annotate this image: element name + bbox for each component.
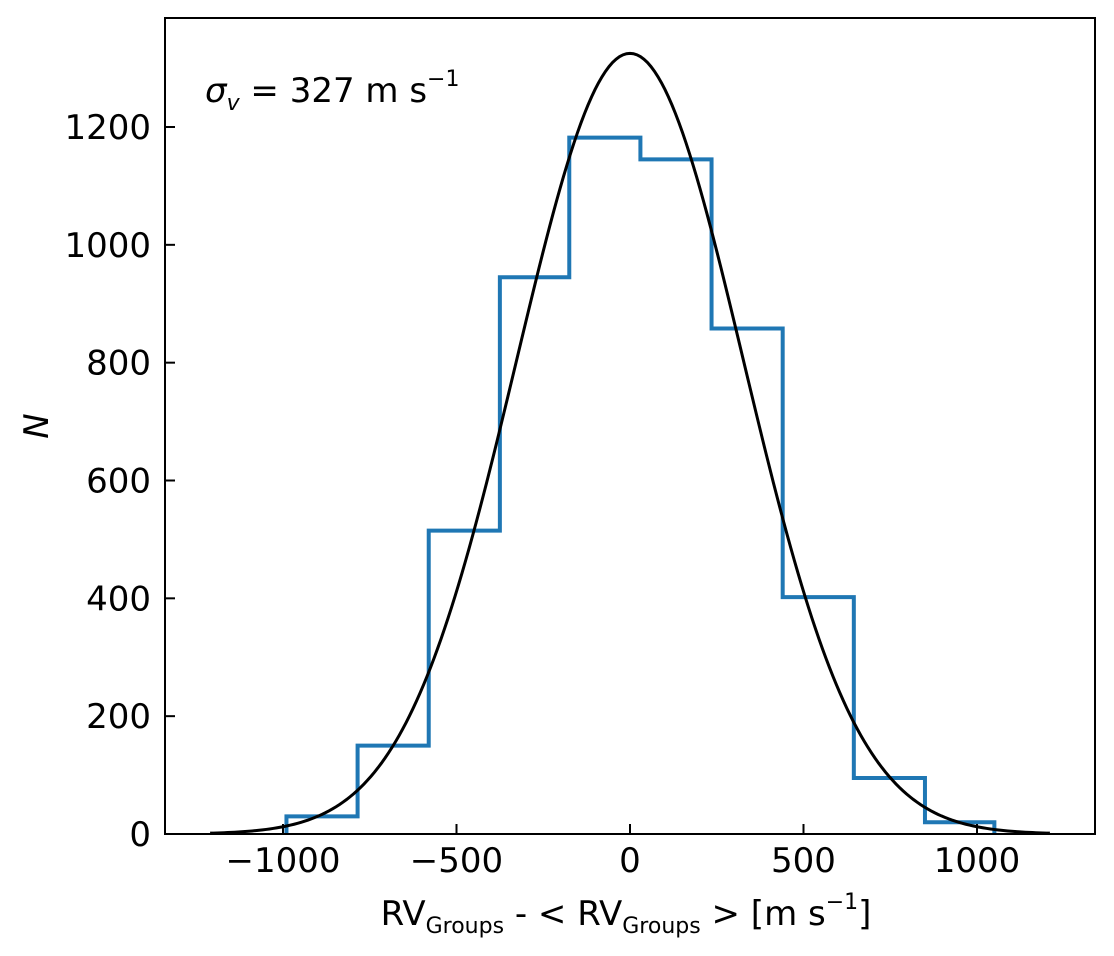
x-tick-label: −500 — [410, 841, 503, 881]
x-tick-label: 500 — [771, 841, 836, 881]
xlabel-main: RV — [381, 894, 426, 934]
x-tick-label: 0 — [619, 841, 641, 881]
x-axis-label: RVGroups - < RVGroups > [m s−1] — [381, 890, 872, 939]
y-tick-label: 400 — [86, 579, 151, 619]
xlabel-end: ] — [858, 894, 871, 934]
x-tick-label: −1000 — [225, 841, 340, 881]
xlabel-tail: > [m s — [701, 894, 826, 934]
xlabel-sup: −1 — [826, 890, 858, 915]
y-tick-label: 200 — [86, 697, 151, 737]
y-tick-label: 0 — [129, 815, 151, 855]
x-tick-label: 1000 — [934, 841, 1021, 881]
annotation-sigma: σ — [205, 71, 228, 111]
sigma-annotation: σv = 327 m s−1 — [205, 67, 459, 116]
annotation-text: = 327 m s — [240, 71, 427, 111]
axis-ticks: −1000 −500 0 500 1000 0 200 400 600 800 1000 1200 — [64, 108, 1020, 881]
annotation-sub: v — [227, 91, 241, 116]
y-tick-label: 600 — [86, 461, 151, 501]
xlabel-sub: Groups — [426, 914, 504, 939]
histogram-series — [284, 135, 997, 834]
gaussian-fit-curve — [210, 51, 1050, 835]
y-tick-label: 1200 — [64, 108, 151, 148]
xlabel-middle: - < RV — [504, 894, 622, 934]
y-tick-label: 800 — [86, 344, 151, 384]
annotation-sup: −1 — [427, 67, 459, 92]
plot-frame — [164, 17, 1096, 835]
y-axis-label: N — [17, 413, 57, 438]
y-tick-label: 1000 — [64, 226, 151, 266]
chart-marks — [210, 51, 1050, 835]
xlabel-sub2: Groups — [622, 914, 700, 939]
